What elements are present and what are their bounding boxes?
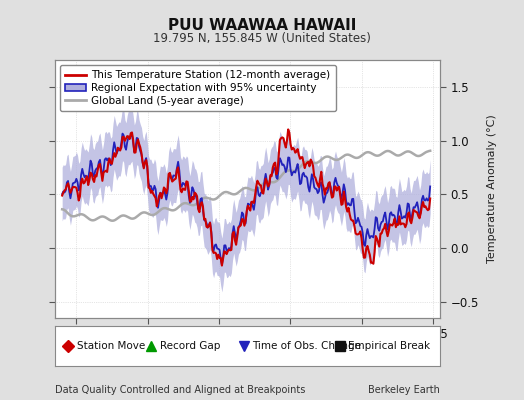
Text: Record Gap: Record Gap xyxy=(160,341,220,351)
Text: Empirical Break: Empirical Break xyxy=(348,341,431,351)
Text: PUU WAAWAA HAWAII: PUU WAAWAA HAWAII xyxy=(168,18,356,33)
Legend: This Temperature Station (12-month average), Regional Expectation with 95% uncer: This Temperature Station (12-month avera… xyxy=(60,65,336,111)
Text: 19.795 N, 155.845 W (United States): 19.795 N, 155.845 W (United States) xyxy=(153,32,371,45)
Text: Station Move: Station Move xyxy=(77,341,145,351)
Text: Data Quality Controlled and Aligned at Breakpoints: Data Quality Controlled and Aligned at B… xyxy=(55,385,305,395)
Text: Time of Obs. Change: Time of Obs. Change xyxy=(252,341,361,351)
Y-axis label: Temperature Anomaly (°C): Temperature Anomaly (°C) xyxy=(487,115,497,263)
Text: Berkeley Earth: Berkeley Earth xyxy=(368,385,440,395)
